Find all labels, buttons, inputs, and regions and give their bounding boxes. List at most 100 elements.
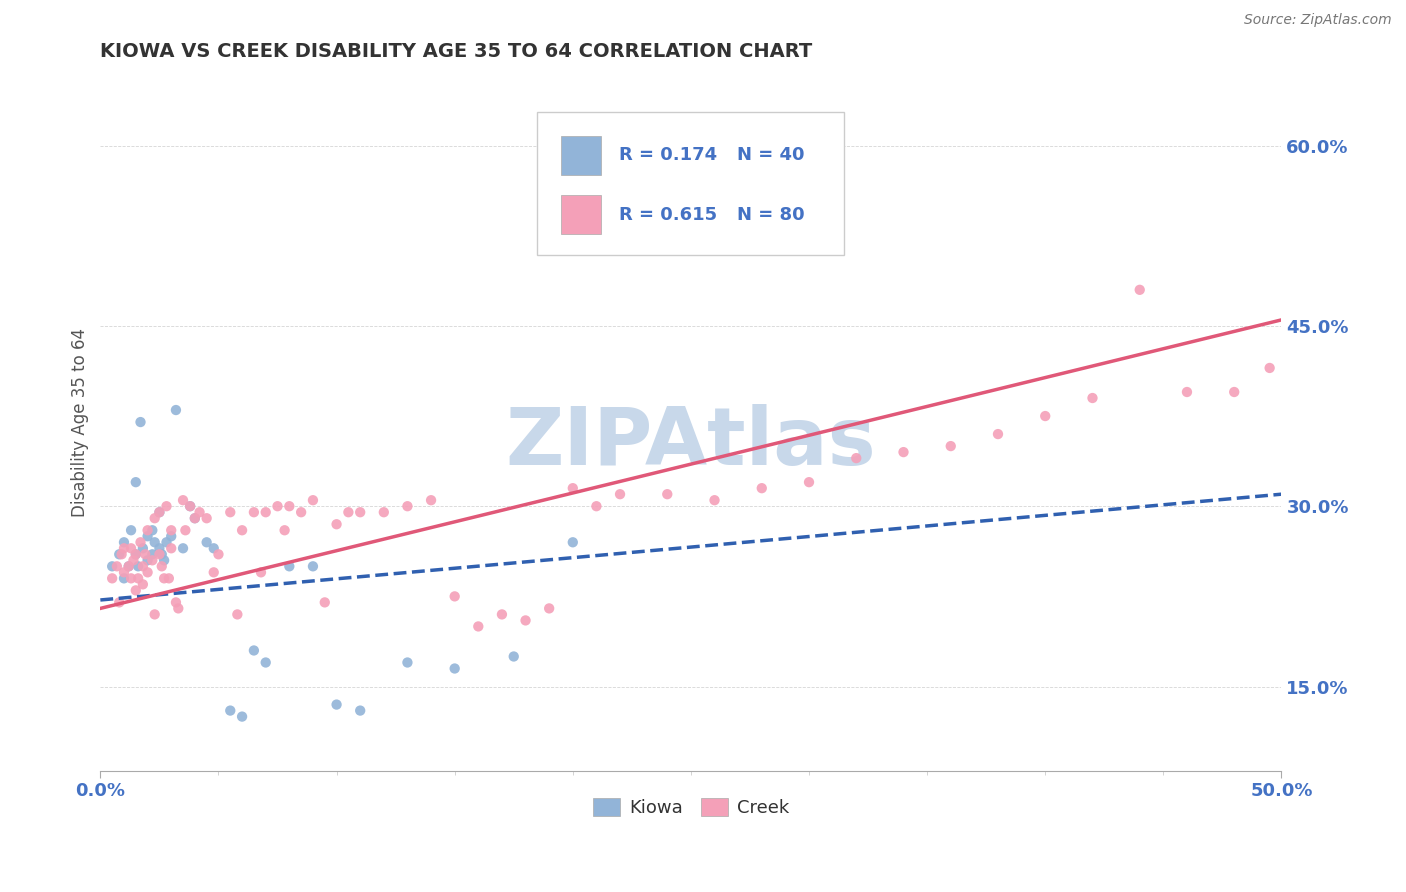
Point [1223, 384, 1246, 399]
Point [136, 553, 159, 567]
Point [172, 493, 194, 508]
Point [167, 601, 190, 615]
Point [443, 661, 465, 675]
Point [254, 656, 277, 670]
Point [148, 541, 170, 556]
Point [502, 649, 524, 664]
Point [150, 547, 173, 561]
Point [112, 535, 135, 549]
Point [125, 547, 148, 561]
Point [188, 505, 211, 519]
Point [143, 607, 166, 622]
Point [153, 571, 176, 585]
Point [396, 656, 419, 670]
Point [120, 571, 142, 585]
Point [165, 595, 187, 609]
Point [132, 577, 155, 591]
Point [226, 607, 249, 622]
Point [515, 614, 537, 628]
Point [1129, 283, 1152, 297]
Point [290, 505, 312, 519]
Point [101, 571, 124, 585]
Point [337, 505, 360, 519]
Bar [561, 195, 602, 234]
Text: N = 40: N = 40 [737, 146, 804, 164]
Point [657, 487, 679, 501]
Point [195, 511, 218, 525]
Point [143, 511, 166, 525]
Point [467, 619, 489, 633]
Point [153, 553, 176, 567]
Point [160, 529, 183, 543]
Point [609, 487, 631, 501]
Point [172, 541, 194, 556]
Point [845, 451, 868, 466]
Point [122, 553, 145, 567]
Point [132, 559, 155, 574]
Text: N = 80: N = 80 [737, 206, 804, 224]
Point [101, 559, 124, 574]
Text: ZIPAtlas: ZIPAtlas [506, 404, 876, 482]
Point [797, 475, 820, 490]
Point [129, 535, 152, 549]
Point [195, 535, 218, 549]
Point [250, 566, 273, 580]
Point [148, 547, 170, 561]
Point [302, 493, 325, 508]
Point [165, 403, 187, 417]
Point [112, 541, 135, 556]
Point [150, 559, 173, 574]
Point [207, 547, 229, 561]
Point [155, 535, 177, 549]
Point [179, 500, 201, 514]
Point [751, 481, 773, 495]
Point [219, 704, 242, 718]
Point [538, 601, 561, 615]
Point [118, 559, 141, 574]
Point [1033, 409, 1056, 423]
Point [120, 523, 142, 537]
Point [231, 709, 253, 723]
Point [703, 493, 725, 508]
Point [136, 529, 159, 543]
Point [127, 571, 149, 585]
Point [184, 511, 207, 525]
Point [349, 704, 371, 718]
Point [174, 523, 197, 537]
Point [561, 535, 583, 549]
Point [179, 500, 201, 514]
Point [266, 500, 288, 514]
Point [325, 517, 347, 532]
Point [134, 547, 156, 561]
Point [254, 505, 277, 519]
Point [108, 595, 131, 609]
Y-axis label: Disability Age 35 to 64: Disability Age 35 to 64 [72, 327, 89, 516]
Bar [561, 136, 602, 175]
Point [120, 541, 142, 556]
Point [132, 541, 155, 556]
Text: KIOWA VS CREEK DISABILITY AGE 35 TO 64 CORRELATION CHART: KIOWA VS CREEK DISABILITY AGE 35 TO 64 C… [100, 42, 813, 61]
Point [136, 566, 159, 580]
Point [129, 415, 152, 429]
Point [278, 500, 301, 514]
Point [155, 500, 177, 514]
Point [491, 607, 513, 622]
Point [585, 500, 607, 514]
Point [396, 500, 419, 514]
Point [939, 439, 962, 453]
Legend: Kiowa, Creek: Kiowa, Creek [585, 790, 796, 824]
Point [302, 559, 325, 574]
Point [125, 583, 148, 598]
Point [1175, 384, 1198, 399]
Point [325, 698, 347, 712]
Point [243, 505, 266, 519]
Point [112, 571, 135, 585]
Point [141, 523, 163, 537]
Point [987, 427, 1010, 442]
Point [561, 481, 583, 495]
Point [278, 559, 301, 574]
Point [125, 475, 148, 490]
Text: R = 0.174: R = 0.174 [619, 146, 717, 164]
Point [141, 553, 163, 567]
Point [202, 541, 225, 556]
